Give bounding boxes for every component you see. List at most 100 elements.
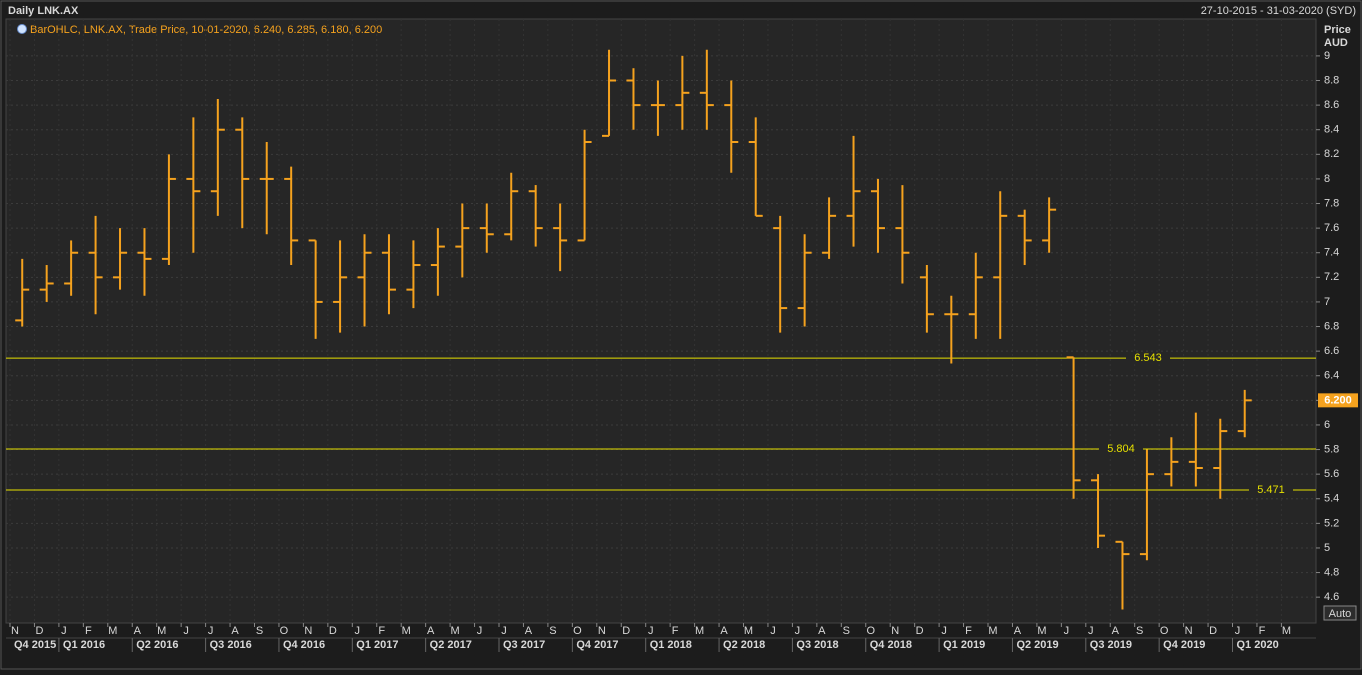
date-range: 27-10-2015 - 31-03-2020 (SYD): [1201, 5, 1356, 17]
level-label-bg: [1126, 352, 1170, 365]
x-tick-label: M: [1282, 625, 1291, 637]
x-tick-label: F: [672, 625, 679, 637]
y-tick-label: 7: [1324, 296, 1330, 308]
auto-button[interactable]: [1323, 605, 1357, 621]
y-tick-label: 5.6: [1324, 468, 1339, 480]
chart-title: Daily LNK.AX: [8, 5, 79, 17]
x-tick-label: N: [304, 625, 312, 637]
x-tick-label: D: [622, 625, 630, 637]
x-tick-label: A: [427, 625, 435, 637]
x-tick-label: A: [231, 625, 239, 637]
quarter-label: Q2 2017: [430, 639, 472, 651]
y-tick-label: 7.8: [1324, 197, 1339, 209]
x-tick-label: N: [1185, 625, 1193, 637]
x-tick-label: S: [843, 625, 850, 637]
quarter-label: Q1 2018: [650, 639, 692, 651]
last-price-label: 6.200: [1324, 394, 1352, 406]
x-tick-label: M: [695, 625, 704, 637]
y-tick-label: 8.2: [1324, 148, 1339, 160]
y-tick-label: 7.6: [1324, 222, 1339, 234]
y-tick-label: 8.8: [1324, 74, 1339, 86]
x-tick-label: D: [916, 625, 924, 637]
x-tick-label: O: [280, 625, 289, 637]
y-tick-label: 8: [1324, 173, 1330, 185]
x-tick-label: A: [818, 625, 826, 637]
x-tick-label: S: [1136, 625, 1143, 637]
quarter-label: Q1 2016: [63, 639, 105, 651]
x-tick-label: J: [183, 625, 189, 637]
x-tick-label: A: [134, 625, 142, 637]
y-tick-label: 6.4: [1324, 370, 1339, 382]
quarter-label: Q3 2019: [1090, 639, 1132, 651]
plot-area: [5, 18, 1317, 624]
x-tick-label: M: [1037, 625, 1046, 637]
y-tick-label: 5.4: [1324, 493, 1339, 505]
quarter-label: Q4 2019: [1163, 639, 1205, 651]
y-axis-label: Price: [1324, 24, 1351, 36]
y-tick-label: 7.2: [1324, 271, 1339, 283]
level-label: 5.471: [1257, 484, 1285, 496]
x-tick-label: M: [988, 625, 997, 637]
x-tick-label: A: [1112, 625, 1120, 637]
quarter-label: Q2 2018: [723, 639, 765, 651]
x-tick-label: J: [1088, 625, 1094, 637]
x-tick-label: N: [11, 625, 19, 637]
quarter-label: Q3 2016: [210, 639, 252, 651]
y-tick-label: 8.6: [1324, 99, 1339, 111]
x-tick-label: O: [573, 625, 582, 637]
y-tick-label: 7.4: [1324, 247, 1339, 259]
legend-text: BarOHLC, LNK.AX, Trade Price, 10-01-2020…: [30, 24, 382, 36]
x-tick-label: J: [477, 625, 483, 637]
quarter-label: Q3 2018: [796, 639, 838, 651]
quarter-label: Q4 2017: [576, 639, 618, 651]
y-tick-label: 4.8: [1324, 566, 1339, 578]
quarter-label: Q1 2017: [356, 639, 398, 651]
x-tick-label: M: [744, 625, 753, 637]
y-tick-label: 6.8: [1324, 320, 1339, 332]
x-tick-label: D: [1209, 625, 1217, 637]
x-tick-label: F: [1259, 625, 1266, 637]
y-tick-label: 6: [1324, 419, 1330, 431]
x-tick-label: F: [85, 625, 92, 637]
quarter-label: Q3 2017: [503, 639, 545, 651]
x-tick-label: J: [501, 625, 507, 637]
x-tick-label: J: [1064, 625, 1070, 637]
x-tick-label: J: [795, 625, 801, 637]
x-tick-label: M: [402, 625, 411, 637]
x-tick-label: J: [941, 625, 947, 637]
y-tick-label: 5: [1324, 542, 1330, 554]
x-tick-label: N: [891, 625, 899, 637]
x-tick-label: J: [1235, 625, 1241, 637]
x-tick-label: J: [648, 625, 654, 637]
x-tick-label: A: [720, 625, 728, 637]
auto-button-label[interactable]: Auto: [1329, 608, 1352, 620]
y-tick-label: 8.4: [1324, 124, 1339, 136]
quarter-label: Q4 2016: [283, 639, 325, 651]
level-label-bg: [1249, 484, 1293, 497]
x-tick-label: A: [525, 625, 533, 637]
quarter-label: Q2 2016: [136, 639, 178, 651]
x-tick-label: J: [355, 625, 361, 637]
x-tick-label: J: [770, 625, 776, 637]
legend-icon: [17, 24, 27, 34]
y-tick-label: 9: [1324, 50, 1330, 62]
x-tick-label: S: [256, 625, 263, 637]
quarter-label: Q1 2019: [943, 639, 985, 651]
x-tick-label: F: [965, 625, 972, 637]
quarter-label: Q4 2015: [14, 639, 56, 651]
y-axis-label: AUD: [1324, 37, 1348, 49]
x-tick-label: M: [108, 625, 117, 637]
x-tick-label: D: [329, 625, 337, 637]
x-tick-label: M: [451, 625, 460, 637]
x-tick-label: D: [35, 625, 43, 637]
x-tick-label: J: [208, 625, 214, 637]
x-tick-label: O: [1160, 625, 1169, 637]
level-label: 5.804: [1107, 443, 1135, 455]
x-tick-label: M: [157, 625, 166, 637]
last-price-tag: [1318, 393, 1358, 408]
x-tick-label: N: [598, 625, 606, 637]
y-tick-label: 4.6: [1324, 591, 1339, 603]
level-label-bg: [1099, 443, 1143, 456]
